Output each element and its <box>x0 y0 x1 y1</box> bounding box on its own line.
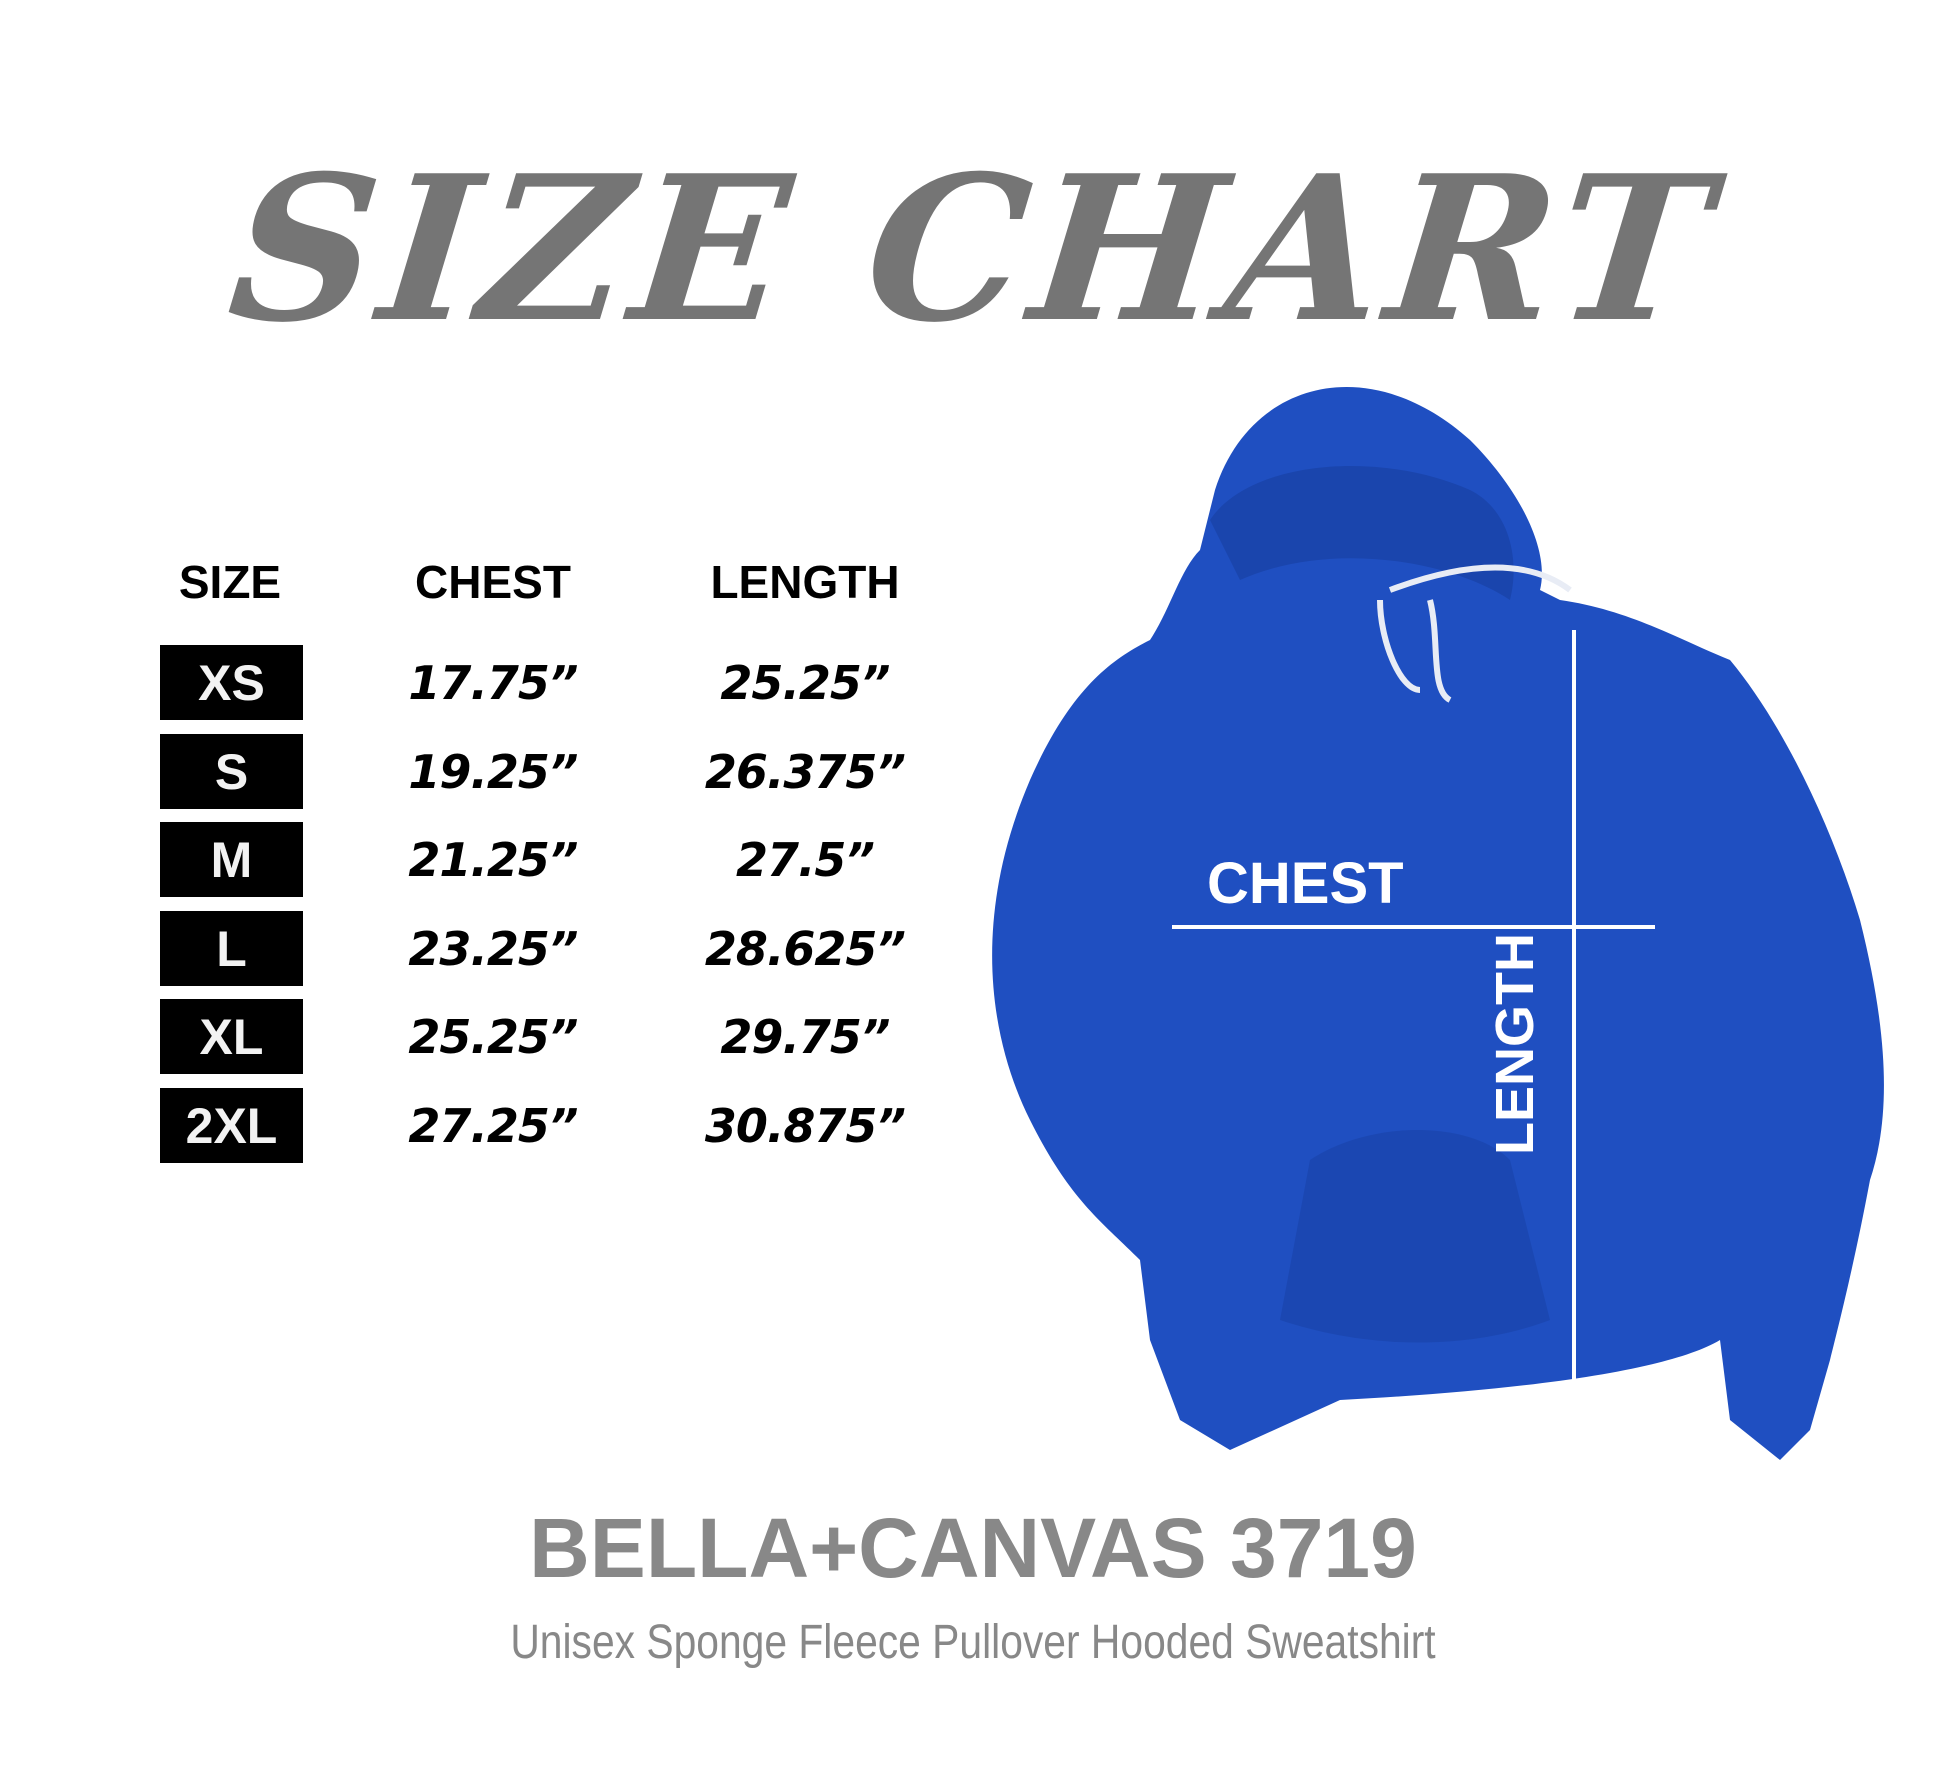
chest-value: 17.75” <box>408 656 578 710</box>
length-value: 28.625” <box>704 921 906 976</box>
chest-value: 21.25” <box>408 833 578 887</box>
page-title: SIZE CHART <box>220 132 1726 367</box>
chest-value: 19.25” <box>408 744 578 799</box>
length-measure-label: LENGTH <box>1485 933 1545 1155</box>
chest-measure-label: CHEST <box>1207 851 1404 916</box>
size-label-xl: XL <box>160 999 303 1074</box>
header-length: LENGTH <box>710 556 900 608</box>
length-value: 26.375” <box>704 744 906 799</box>
hoodie-body <box>992 387 1884 1460</box>
length-value: 25.25” <box>720 656 890 710</box>
chest-value: 23.25” <box>408 921 578 976</box>
chest-measure-line <box>1172 925 1655 929</box>
size-label-s: S <box>160 733 303 809</box>
length-value: 27.5” <box>735 833 875 887</box>
size-label-xs: XS <box>160 645 303 720</box>
header-size: SIZE <box>178 556 282 608</box>
size-label-m: M <box>160 822 303 897</box>
size-label-2xl: 2XL <box>160 1087 303 1163</box>
length-measure-line <box>1572 630 1576 1415</box>
header-chest: CHEST <box>415 556 571 608</box>
product-subtitle: Unisex Sponge Fleece Pullover Hooded Swe… <box>510 1616 1436 1669</box>
chest-value: 25.25” <box>408 1010 578 1064</box>
length-value: 29.75” <box>720 1010 890 1064</box>
hoodie-image <box>992 387 1884 1460</box>
brand-model: BELLA+CANVAS 3719 <box>529 1501 1417 1595</box>
chest-value: 27.25” <box>408 1098 578 1153</box>
length-value: 30.875” <box>704 1098 906 1153</box>
size-label-l: L <box>160 910 303 986</box>
